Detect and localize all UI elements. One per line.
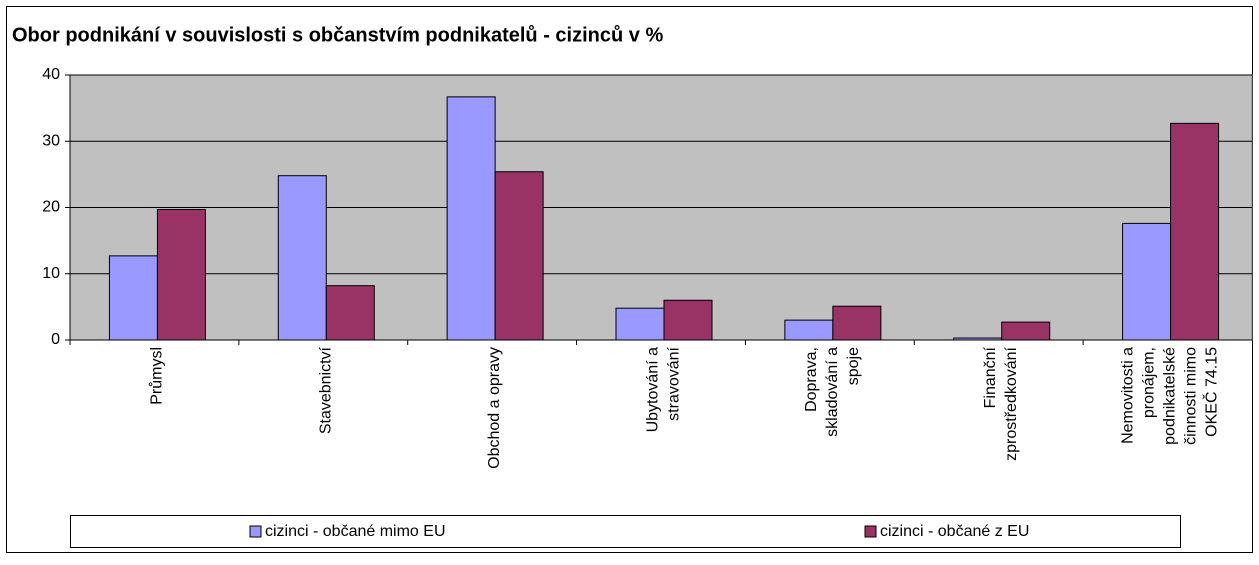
x-tick-label: Stavebnictví: [318, 346, 335, 434]
bar: [1170, 122, 1220, 341]
bar: [446, 96, 496, 341]
bar: [784, 319, 834, 341]
x-tick-label: Nemovitosti a pronájem, podnikatelské činno…: [1120, 347, 1221, 445]
bar: [953, 337, 1003, 341]
bar: [663, 299, 713, 341]
x-tick-label: Finanční zprostředkování: [982, 346, 1020, 460]
y-tick-label: 30: [42, 132, 60, 149]
y-tick-label: 40: [42, 66, 60, 83]
x-tick-label: Doprava, skladování a spoje: [803, 347, 862, 437]
bar: [494, 171, 544, 341]
bar: [108, 255, 158, 341]
x-tick-label: Průmysl: [148, 347, 166, 405]
legend-swatch: [249, 525, 262, 538]
bar: [277, 175, 327, 341]
bar: [615, 307, 665, 341]
bar: [1122, 222, 1172, 341]
bar: [832, 305, 882, 341]
bar: [325, 285, 375, 341]
y-tick-label: 0: [51, 331, 60, 348]
x-tick-label: Obchod a opravy: [486, 347, 503, 469]
x-tick-label: Ubytování a stravování: [645, 346, 683, 432]
legend-label: cizinci - občané mimo EU: [265, 523, 446, 540]
y-tick-label: 20: [42, 199, 60, 216]
legend-swatch: [864, 525, 877, 538]
legend-label: cizinci - občané z EU: [880, 523, 1029, 540]
chart-title: Obor podnikání v souvislosti s občanství…: [12, 24, 663, 46]
bar: [1001, 321, 1051, 341]
bar: [156, 208, 206, 341]
y-tick-label: 10: [42, 265, 60, 282]
